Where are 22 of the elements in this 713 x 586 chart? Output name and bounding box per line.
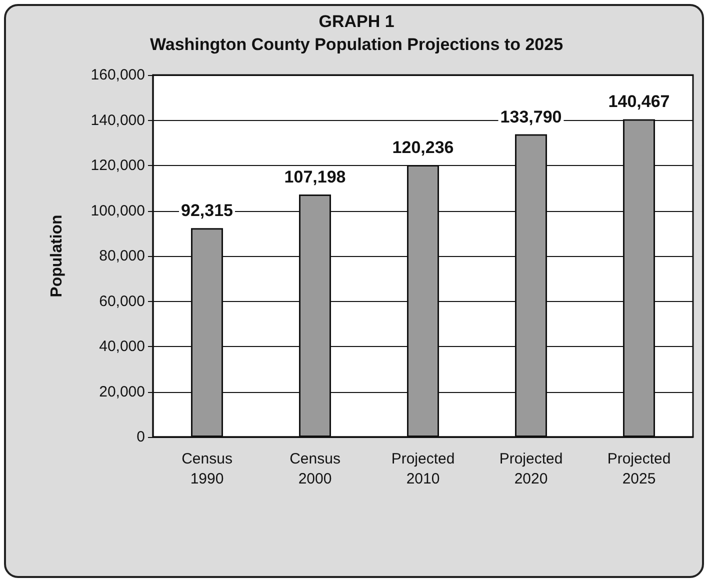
- chart-subtitle: Washington County Population Projections to 2025: [150, 35, 564, 54]
- y-tick-label: 60,000: [99, 292, 145, 310]
- y-tick-label: 160,000: [90, 66, 145, 84]
- y-tick-label: 20,000: [99, 383, 145, 400]
- y-tick-label: 40,000: [99, 338, 145, 355]
- chart-title: GRAPH 1: [318, 12, 394, 31]
- y-tick-label: 80,000: [99, 248, 145, 264]
- y-tick-label: 140,000: [90, 112, 145, 129]
- data-label: 133,790: [500, 107, 562, 126]
- x-tick-label: Census 2000: [290, 450, 340, 488]
- data-label: 107,198: [284, 167, 346, 186]
- x-tick-label: Projected 2025: [607, 450, 671, 488]
- y-axis-title: Population: [48, 214, 66, 298]
- y-tick-label: 100,000: [90, 202, 145, 220]
- data-label: 120,236: [392, 138, 454, 157]
- x-tick-label: Projected 2020: [499, 450, 563, 488]
- y-tick-label: 120,000: [90, 157, 145, 174]
- x-tick-label: Census 1990: [182, 450, 232, 488]
- y-tick-label: 0: [136, 428, 145, 446]
- data-label: 140,467: [608, 92, 670, 112]
- x-tick-label: Projected 2010: [391, 450, 455, 488]
- data-label: 92,315: [181, 201, 233, 220]
